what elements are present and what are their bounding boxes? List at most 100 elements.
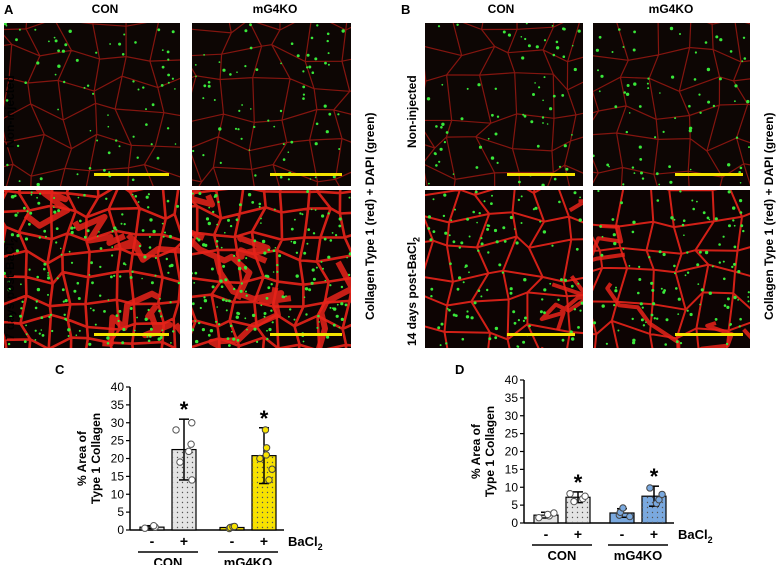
nucleus [486, 288, 489, 292]
nucleus [726, 297, 730, 301]
row-label-7days: 7 days post-BaCl2 [3, 237, 20, 340]
y-tick-label: 40 [111, 380, 125, 394]
nucleus [480, 295, 483, 298]
nucleus [99, 294, 102, 297]
nucleus [327, 255, 331, 259]
nucleus [20, 283, 22, 286]
nucleus [192, 328, 195, 332]
nucleus [520, 195, 523, 198]
nucleus [613, 241, 617, 246]
data-point [570, 497, 578, 506]
nucleus [722, 235, 725, 238]
nucleus [477, 289, 481, 292]
nucleus [207, 221, 211, 226]
chart-d: 0 5 10 15 20 25 30 35 40 % Area ofType 1 Collagen… [460, 370, 770, 563]
nucleus [600, 74, 604, 78]
nucleus [86, 229, 90, 233]
nucleus [38, 332, 41, 335]
nucleus [729, 324, 731, 327]
nucleus [472, 210, 475, 214]
nucleus [137, 201, 140, 203]
nucleus [220, 285, 224, 288]
nucleus [229, 224, 233, 228]
nucleus [67, 328, 71, 332]
nucleus [147, 308, 150, 312]
y-axis-label: % Area ofType 1 Collagen [469, 406, 497, 497]
micrograph-b-con-noninjected [425, 23, 583, 186]
nucleus [61, 49, 65, 53]
nucleus [245, 290, 247, 293]
y-axis-label: % Area ofType 1 Collagen [75, 413, 103, 504]
nucleus [113, 226, 117, 230]
nucleus [718, 77, 722, 81]
nucleus [77, 196, 80, 199]
nucleus [674, 272, 676, 275]
nucleus [47, 274, 50, 276]
nucleus [136, 156, 139, 159]
nucleus [53, 210, 57, 214]
nucleus [696, 200, 698, 203]
nucleus [267, 248, 271, 252]
micrograph-b-con-14d [425, 190, 583, 348]
nucleus [599, 225, 602, 228]
nucleus [224, 278, 228, 282]
nucleus [597, 69, 599, 72]
nucleus [577, 29, 581, 33]
nucleus [620, 201, 623, 205]
nucleus [168, 264, 172, 268]
nucleus [323, 237, 327, 241]
nucleus [36, 182, 40, 186]
nucleus [215, 240, 219, 243]
nucleus [263, 251, 267, 255]
nucleus [6, 163, 9, 167]
nucleus [310, 36, 314, 40]
nucleus [308, 288, 312, 292]
nucleus [658, 183, 661, 186]
nucleus [477, 249, 480, 252]
nucleus [465, 315, 470, 319]
nucleus [573, 67, 577, 72]
nucleus [326, 39, 329, 43]
nucleus [450, 219, 453, 222]
nucleus [522, 319, 525, 322]
nucleus [29, 211, 33, 215]
chart-c: 0 5 10 15 20 25 30 35 40 % Area ofType 1 Collagen… [60, 375, 370, 570]
nucleus [704, 41, 708, 44]
nucleus [622, 46, 625, 48]
nucleus [225, 299, 228, 302]
nucleus [608, 165, 610, 168]
nucleus [435, 125, 438, 128]
nucleus [233, 287, 236, 291]
nucleus [454, 208, 456, 211]
nucleus [477, 83, 481, 87]
nucleus [305, 313, 308, 316]
nucleus [435, 164, 438, 167]
nucleus [332, 323, 336, 327]
nucleus [580, 301, 583, 305]
nucleus [34, 28, 37, 31]
nucleus [699, 250, 702, 254]
nucleus [14, 213, 18, 217]
data-point [185, 447, 193, 456]
nucleus [288, 315, 290, 318]
nucleus [150, 281, 154, 285]
nucleus [429, 238, 433, 242]
scale-bar [94, 173, 169, 176]
nucleus [25, 324, 27, 327]
nucleus [166, 199, 170, 203]
nucleus [646, 82, 649, 85]
nucleus [224, 231, 226, 234]
nucleus [494, 336, 498, 340]
scale-bar [270, 173, 342, 176]
nucleus [677, 297, 681, 301]
nucleus [171, 77, 174, 80]
nucleus [43, 262, 47, 266]
micrograph-a-ko-7d [192, 190, 351, 348]
nucleus [598, 90, 601, 93]
nucleus [509, 287, 513, 291]
nucleus [248, 149, 251, 151]
nucleus [64, 317, 67, 321]
nucleus [597, 190, 600, 193]
nucleus [233, 254, 236, 257]
nucleus [332, 307, 334, 310]
